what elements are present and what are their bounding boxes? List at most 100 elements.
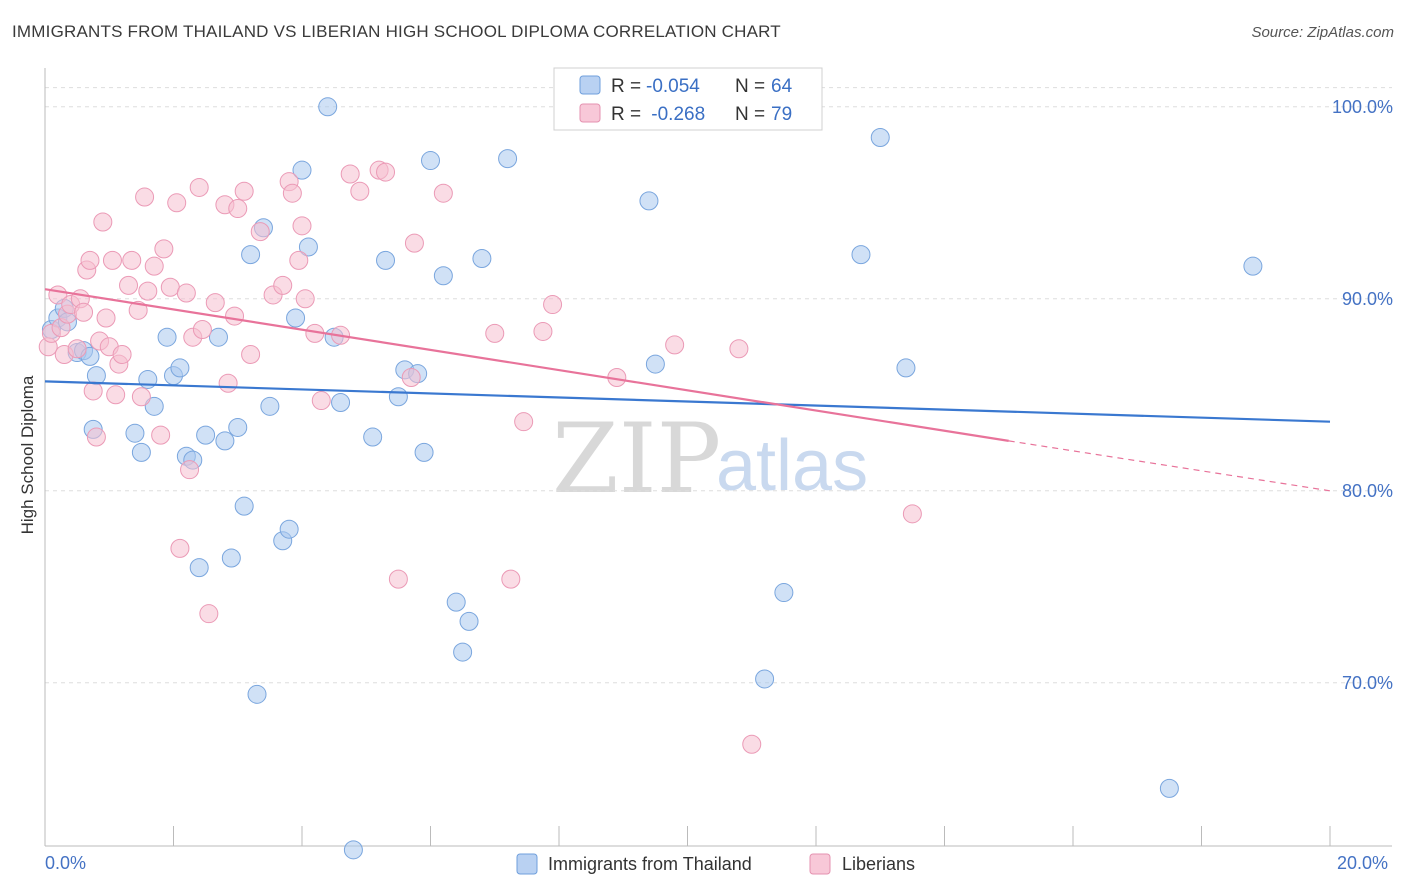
y-tick-labels: 70.0% 80.0% 90.0% 100.0% — [1332, 97, 1393, 693]
y-tick-label: 80.0% — [1342, 481, 1393, 501]
legend-swatch-pink — [579, 103, 601, 123]
point-liberians — [289, 250, 309, 270]
point-liberians — [501, 569, 521, 589]
point-liberians — [131, 387, 151, 407]
point-thailand — [363, 427, 383, 447]
point-liberians — [93, 212, 113, 232]
point-liberians — [665, 335, 685, 355]
series-liberians-points — [38, 160, 922, 754]
point-liberians — [167, 193, 187, 213]
point-thailand — [851, 245, 871, 265]
point-liberians — [311, 391, 331, 411]
point-liberians — [192, 320, 212, 340]
point-liberians — [119, 275, 139, 295]
point-thailand — [221, 548, 241, 568]
point-thailand — [453, 642, 473, 662]
point-thailand — [292, 160, 312, 180]
point-liberians — [176, 283, 196, 303]
point-liberians — [404, 233, 424, 253]
legend-n-label-blue: N = — [735, 76, 765, 97]
legend-n-value-pink: 79 — [771, 104, 792, 125]
point-liberians — [80, 250, 100, 270]
point-thailand — [208, 327, 228, 347]
point-liberians — [170, 538, 190, 558]
legend-n-value-blue: 64 — [771, 76, 793, 97]
point-liberians — [180, 460, 200, 480]
y-axis-title: High School Diploma — [18, 375, 37, 534]
bottom-legend-swatch-pink — [809, 853, 831, 875]
point-liberians — [241, 344, 261, 364]
point-thailand — [298, 237, 318, 257]
point-liberians — [340, 164, 360, 184]
point-thailand — [144, 396, 164, 416]
stats-legend: R = -0.054 N = 64 R = -0.268 N = 79 — [553, 67, 823, 131]
point-thailand — [234, 496, 254, 516]
point-liberians — [67, 339, 87, 359]
point-liberians — [543, 295, 563, 315]
point-liberians — [218, 373, 238, 393]
point-liberians — [729, 339, 749, 359]
legend-r-label-blue: R = — [611, 76, 641, 97]
point-liberians — [250, 222, 270, 242]
point-liberians — [742, 734, 762, 754]
point-liberians — [433, 183, 453, 203]
gridlines — [45, 87, 1392, 684]
point-thailand — [433, 266, 453, 286]
point-liberians — [295, 289, 315, 309]
point-thailand — [1243, 256, 1263, 276]
source-label: Source: ZipAtlas.com — [1251, 24, 1394, 41]
point-thailand — [414, 442, 434, 462]
point-thailand — [228, 417, 248, 437]
point-thailand — [472, 248, 492, 268]
point-liberians — [96, 308, 116, 328]
legend-swatch-blue — [579, 75, 601, 95]
y-tick-label: 70.0% — [1342, 673, 1393, 693]
point-thailand — [131, 442, 151, 462]
point-liberians — [102, 250, 122, 270]
point-liberians — [112, 344, 132, 364]
point-thailand — [755, 669, 775, 689]
point-thailand — [870, 128, 890, 148]
chart-title: IMMIGRANTS FROM THAILAND VS LIBERIAN HIG… — [12, 22, 781, 41]
y-tick-label: 100.0% — [1332, 97, 1393, 117]
point-liberians — [205, 293, 225, 313]
point-thailand — [388, 387, 408, 407]
point-liberians — [401, 368, 421, 388]
point-liberians — [514, 412, 534, 432]
point-liberians — [122, 250, 142, 270]
point-liberians — [902, 504, 922, 524]
point-liberians — [225, 306, 245, 326]
point-thailand — [157, 327, 177, 347]
point-thailand — [639, 191, 659, 211]
point-thailand — [279, 519, 299, 539]
x-tick-label-min: 0.0% — [45, 853, 86, 873]
point-thailand — [286, 308, 306, 328]
legend-r-value-pink: -0.268 — [646, 104, 705, 125]
point-thailand — [1159, 778, 1179, 798]
point-thailand — [215, 431, 235, 451]
point-liberians — [199, 604, 219, 624]
point-thailand — [331, 392, 351, 412]
point-thailand — [446, 592, 466, 612]
point-thailand — [247, 684, 267, 704]
point-liberians — [273, 275, 293, 295]
x-tick-label-max: 20.0% — [1337, 853, 1388, 873]
point-thailand — [318, 97, 338, 117]
series-legend: Immigrants from Thailand Liberians — [516, 853, 915, 875]
point-liberians — [388, 569, 408, 589]
point-thailand — [498, 149, 518, 169]
point-liberians — [160, 277, 180, 297]
point-liberians — [485, 323, 505, 343]
y-tick-label: 90.0% — [1342, 289, 1393, 309]
point-liberians — [376, 162, 396, 182]
point-liberians — [533, 321, 553, 341]
point-liberians — [74, 302, 94, 322]
point-liberians — [86, 427, 106, 447]
legend-r-label-pink: R = — [611, 104, 641, 125]
point-thailand — [459, 611, 479, 631]
trend-line-liberians-extrapolated — [1008, 440, 1331, 492]
bottom-legend-label-liberians: Liberians — [842, 854, 915, 874]
point-liberians — [292, 216, 312, 236]
point-thailand — [421, 151, 440, 171]
